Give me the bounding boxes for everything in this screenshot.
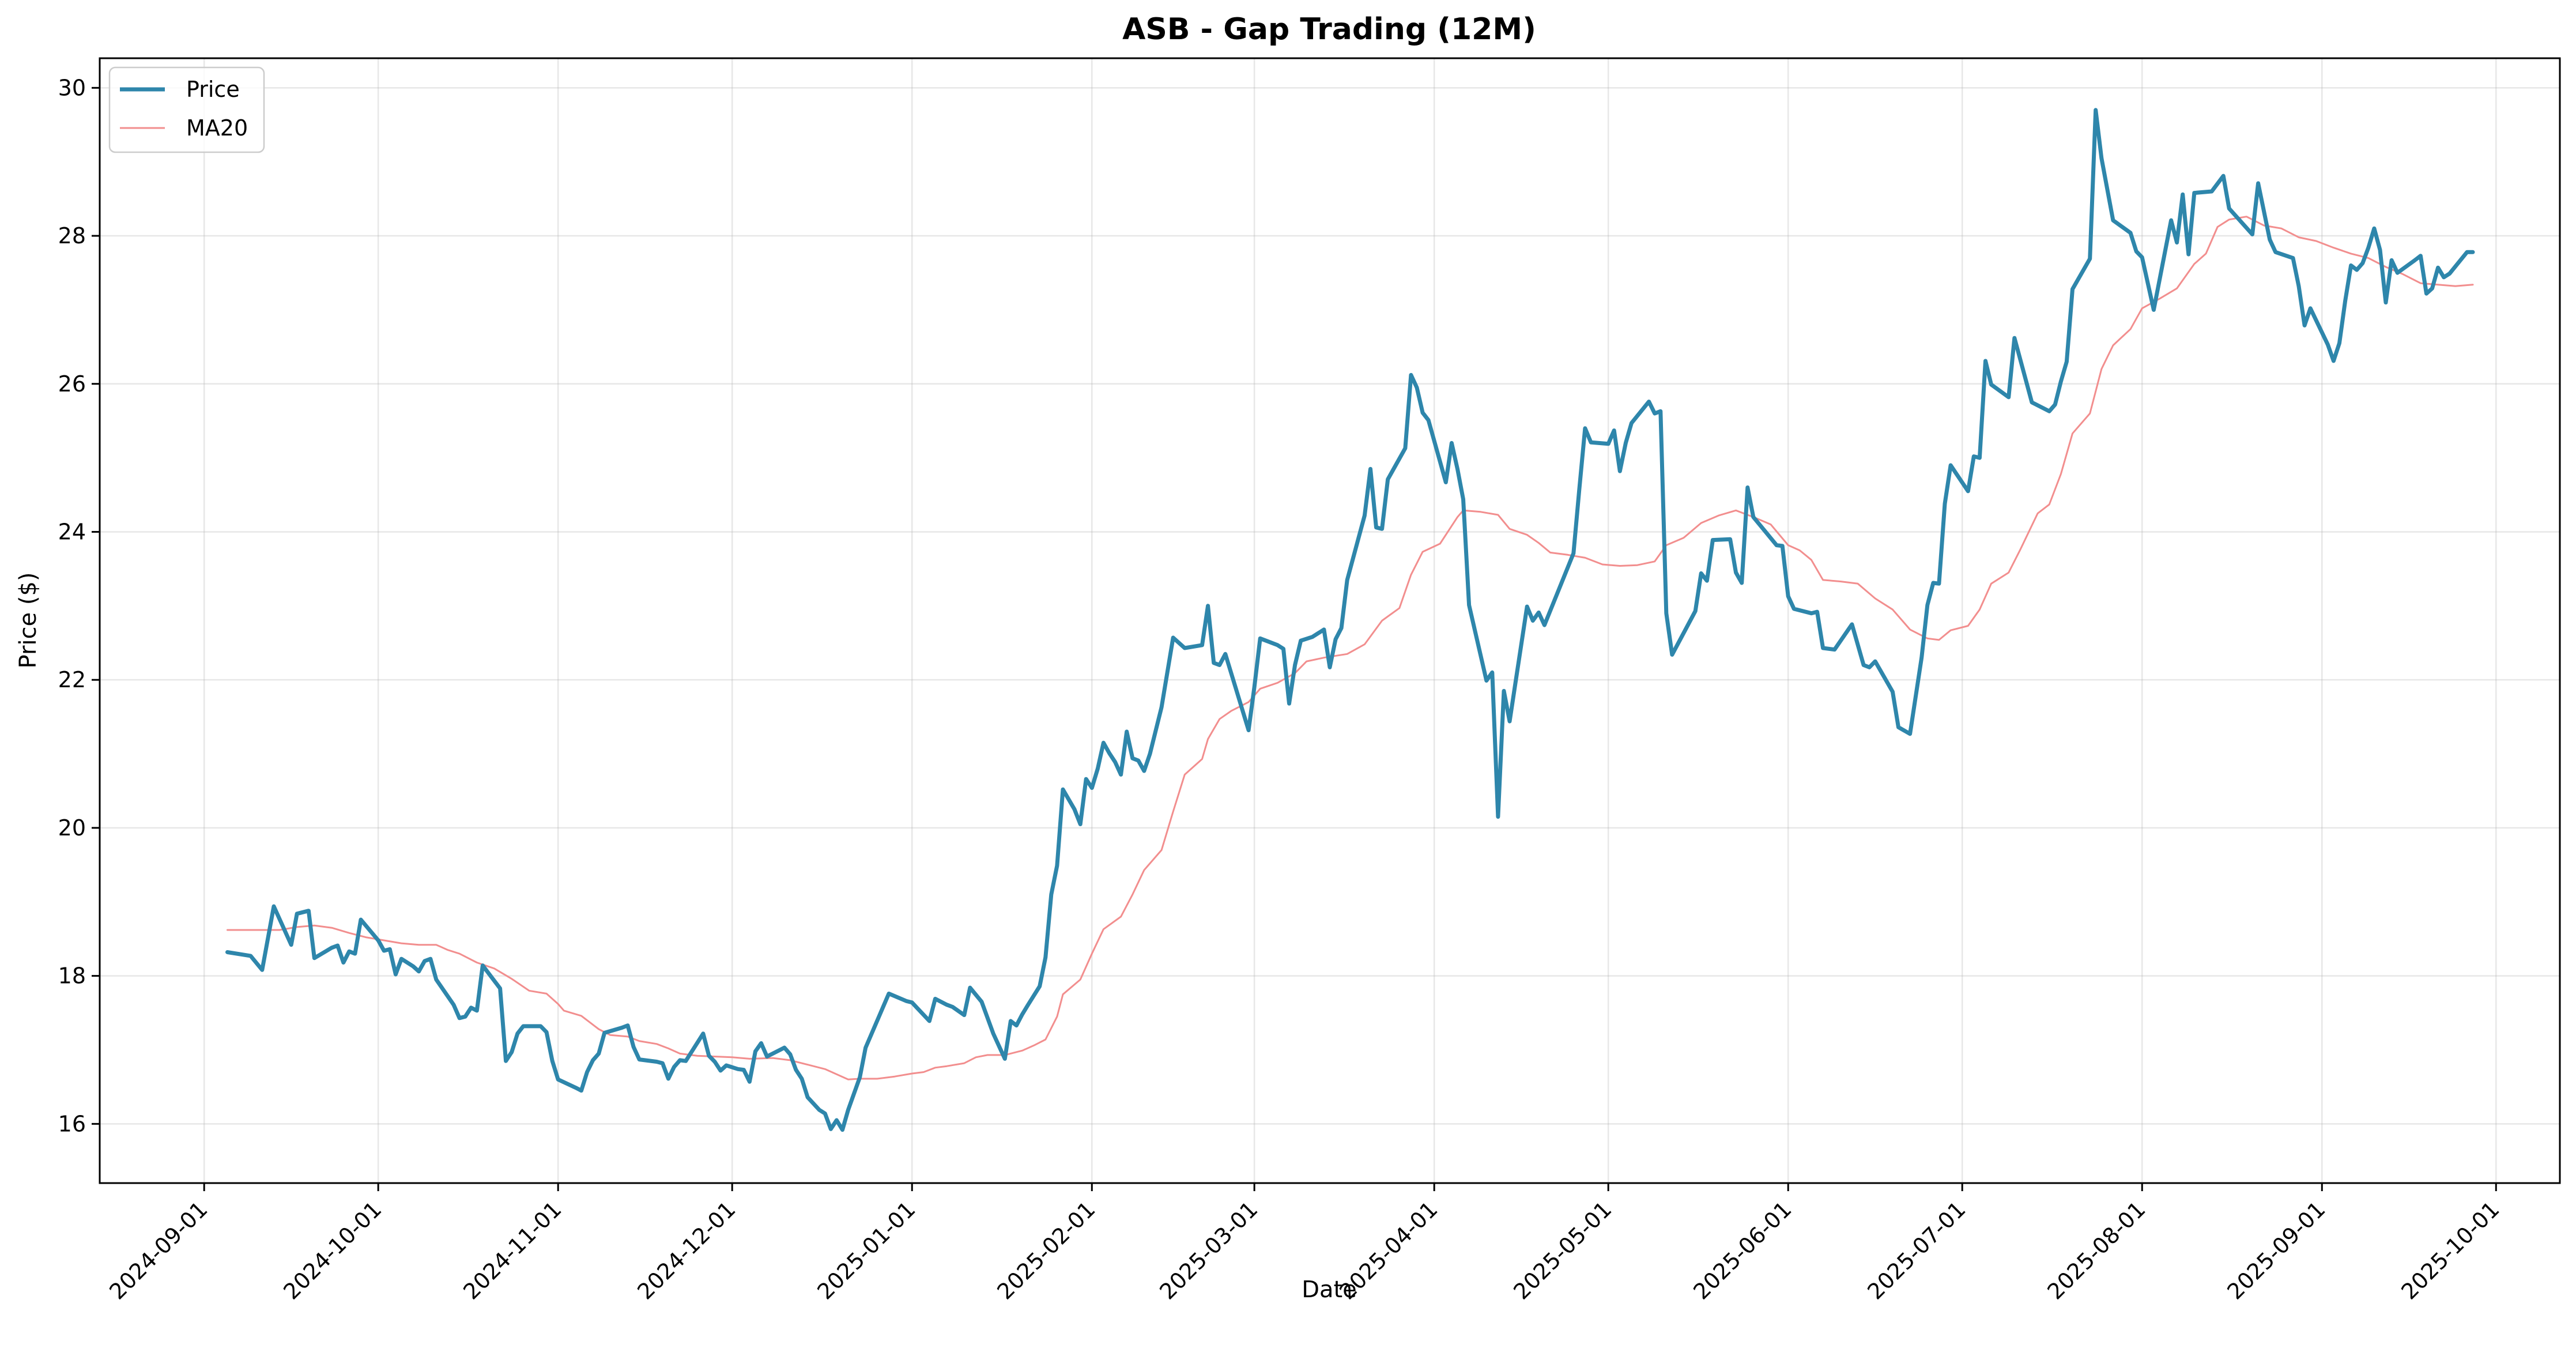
y-tick-label: 26: [58, 371, 86, 397]
price-line: [225, 108, 2475, 1132]
plot-frame: [99, 57, 2561, 1184]
y-tick-label: 28: [58, 223, 86, 248]
legend: Price MA20: [108, 66, 265, 153]
grid: [100, 58, 2560, 1183]
y-tick-label: 24: [58, 519, 86, 544]
y-tick-label: 20: [58, 815, 86, 841]
x-axis-label: Date: [1302, 1276, 1357, 1303]
y-tick-label: 18: [58, 963, 86, 989]
y-axis-label: Price ($): [15, 573, 42, 669]
chart-title: ASB - Gap Trading (12M): [1122, 12, 1536, 47]
legend-label-price: Price: [186, 77, 240, 102]
legend-label-ma20: MA20: [186, 115, 248, 141]
y-tick-label: 30: [58, 75, 86, 100]
series-layer: [225, 108, 2475, 1132]
ma20-line: [227, 216, 2474, 1080]
y-tick-label: 16: [58, 1111, 86, 1136]
y-tick-label: 22: [58, 667, 86, 692]
